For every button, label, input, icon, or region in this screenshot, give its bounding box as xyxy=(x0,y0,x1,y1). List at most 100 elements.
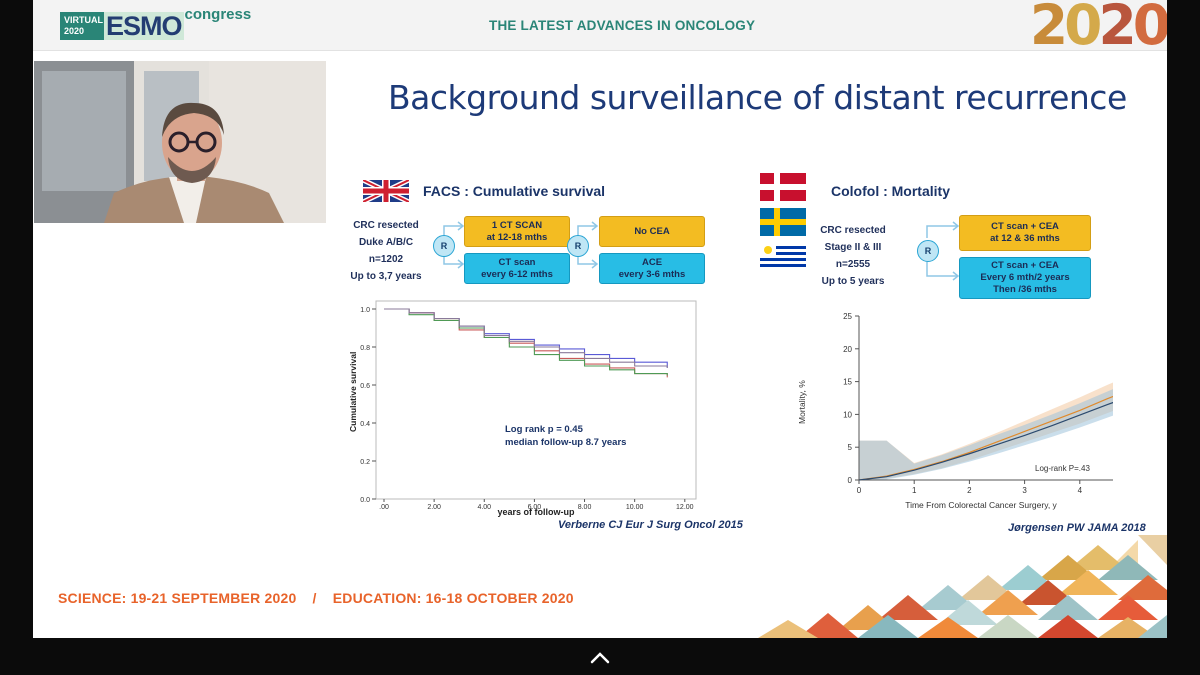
chart1-x-tick-label: .00 xyxy=(379,504,389,511)
denmark-flag-icon xyxy=(760,173,806,201)
chart2-ci-band xyxy=(859,389,1113,480)
chart1-y-tick-label: 0.0 xyxy=(360,497,370,504)
slide-header: VIRTUAL 2020 ESMO congress THE LATEST AD… xyxy=(33,0,1167,53)
sweden-flag-icon xyxy=(760,208,806,236)
colofol-box-high-freq: CT scan + CEA Every 6 mth/2 years Then /… xyxy=(959,257,1091,299)
chart1-x-tick-label: 4.00 xyxy=(477,504,491,511)
decorative-triangles xyxy=(758,535,1167,638)
uk-flag-icon xyxy=(363,180,409,202)
chart2-y-label: Mortality, % xyxy=(797,380,807,424)
colofol-patient-line: CRC resected xyxy=(820,225,886,236)
chart1-x-label: years of follow-up xyxy=(497,507,575,517)
facs-box-no-cea: No CEA xyxy=(599,216,705,247)
colofol-arrows xyxy=(926,221,960,281)
chart1-x-tick-label: 8.00 xyxy=(578,504,592,511)
chart1-frame xyxy=(375,300,697,500)
chart1-x-tick-label: 12.00 xyxy=(676,504,694,511)
year-digit: 2 xyxy=(1098,0,1136,57)
chart2-y-tick-label: 25 xyxy=(843,312,852,321)
facs-patient-line: CRC resected xyxy=(353,220,419,231)
facs-box-line: at 12-18 mths xyxy=(486,231,548,243)
header-title: THE LATEST ADVANCES IN ONCOLOGY xyxy=(489,18,756,33)
virtual-label: VIRTUAL xyxy=(64,15,103,25)
chart1-x-tick-label: 6.00 xyxy=(528,504,542,511)
year-logo: 2020 xyxy=(1030,0,1167,53)
chart2-x-label: Time From Colorectal Cancer Surgery, y xyxy=(905,500,1057,510)
footer-education: EDUCATION: 16-18 OCTOBER 2020 xyxy=(332,590,574,606)
year-digit: 0 xyxy=(1132,0,1167,57)
chart2-series-line xyxy=(858,401,1113,481)
chart1-y-tick-label: 0.6 xyxy=(360,383,370,390)
colofol-box-line: Every 6 mth/2 years xyxy=(980,272,1070,283)
facs-title: FACS : Cumulative survival xyxy=(423,183,606,199)
facs-box-line: ACE xyxy=(641,256,663,268)
colofol-patients: CRC resected Stage II & III n=2555 Up to… xyxy=(808,222,898,290)
chevron-up-icon[interactable] xyxy=(588,650,612,666)
chart2-y-tick-label: 15 xyxy=(843,378,852,387)
facs-box-line: 1 CT SCAN xyxy=(491,219,543,231)
presenter-webcam xyxy=(34,61,326,223)
chart1-annotation-2: median follow-up 8.7 years xyxy=(505,437,626,448)
esmo-logo: VIRTUAL 2020 ESMO congress xyxy=(60,6,251,40)
uruguay-flag-icon xyxy=(760,243,806,271)
presenter-video xyxy=(34,61,326,223)
footer-slash: / xyxy=(312,590,317,606)
colofol-mortality-chart: Mortality, % Time From Colorectal Cancer… xyxy=(797,312,1113,510)
chart2-x-tick-label: 3 xyxy=(1022,486,1027,495)
chart1-x-tick-label: 2.00 xyxy=(427,504,441,511)
slide: VIRTUAL 2020 ESMO congress THE LATEST AD… xyxy=(33,0,1167,638)
chart2-series-line xyxy=(858,395,1113,481)
chart2-x-tick-label: 1 xyxy=(912,486,917,495)
chart1-x-tick-label: 10.00 xyxy=(626,504,644,511)
chart2-y-tick-label: 20 xyxy=(843,345,852,354)
facs-patient-line: n=1202 xyxy=(368,254,404,265)
facs-box-line: CT scan xyxy=(498,256,536,268)
facs-randomize-2: R xyxy=(567,235,589,257)
colofol-box-line: CT scan + CEA xyxy=(991,221,1059,232)
chart1-y-tick-label: 0.4 xyxy=(360,421,370,428)
facs-patients: CRC resected Duke A/B/C n=1202 Up to 3,7… xyxy=(341,217,431,285)
chart1-y-label: Cumulative survival xyxy=(348,352,358,432)
chart2-annotation: Log-rank P=.43 xyxy=(1035,464,1090,473)
facs-box-line: every 6-12 mths xyxy=(481,268,553,280)
virtual-year: 2020 xyxy=(64,26,85,36)
colofol-box-line: at 12 & 36 mths xyxy=(990,233,1060,244)
facs-box-ace: ACE every 3-6 mths xyxy=(599,253,705,284)
facs-reference: Verberne CJ Eur J Surg Oncol 2015 xyxy=(558,519,743,531)
chart1-y-tick-label: 1.0 xyxy=(360,307,370,314)
year-digit: 0 xyxy=(1064,0,1102,57)
slide-title: Background surveillance of distant recur… xyxy=(388,78,1127,117)
colofol-box-line: CT scan + CEA xyxy=(991,260,1059,271)
facs-box-line: No CEA xyxy=(634,225,670,237)
colofol-reference: Jørgensen PW JAMA 2018 xyxy=(1008,522,1146,534)
facs-box-line: every 3-6 mths xyxy=(618,268,686,280)
chart1-y-tick-label: 0.8 xyxy=(360,345,370,352)
year-digit: 2 xyxy=(1029,0,1068,57)
chart2-x-tick-label: 4 xyxy=(1078,486,1083,495)
facs-survival-chart: Cumulative survival years of follow-up 0… xyxy=(348,300,697,517)
colofol-box-line: Then /36 mths xyxy=(993,284,1057,295)
chart2-x-tick-label: 2 xyxy=(967,486,972,495)
colofol-patient-line: n=2555 xyxy=(835,259,871,270)
facs-box-ct-regular: CT scan every 6-12 mths xyxy=(464,253,570,284)
congress-label: congress xyxy=(184,6,252,23)
chart2-y-tick-label: 0 xyxy=(848,476,853,485)
chart1-series-line xyxy=(384,308,668,368)
chart1-annotation-1: Log rank p = 0.45 xyxy=(505,424,584,435)
facs-randomize-1: R xyxy=(433,235,455,257)
colofol-box-low-freq: CT scan + CEA at 12 & 36 mths xyxy=(959,215,1091,251)
colofol-title: Colofol : Mortality xyxy=(831,183,950,199)
chart2-y-tick-label: 5 xyxy=(848,443,853,452)
chart2-y-tick-label: 10 xyxy=(843,410,852,419)
footer-science: SCIENCE: 19-21 SEPTEMBER 2020 xyxy=(58,590,297,606)
footer-dates: SCIENCE: 19-21 SEPTEMBER 2020 / EDUCATIO… xyxy=(58,590,574,606)
virtual-badge: VIRTUAL 2020 xyxy=(60,12,104,40)
chart1-y-tick-label: 0.2 xyxy=(360,459,370,466)
colofol-patient-line: Stage II & III xyxy=(824,242,882,253)
facs-box-ct-once: 1 CT SCAN at 12-18 mths xyxy=(464,216,570,247)
colofol-randomize: R xyxy=(917,240,939,262)
facs-patient-line: Duke A/B/C xyxy=(358,237,414,248)
colofol-patient-line: Up to 5 years xyxy=(821,276,885,287)
chart2-x-tick-label: 0 xyxy=(857,486,862,495)
facs-patient-line: Up to 3,7 years xyxy=(350,271,422,282)
